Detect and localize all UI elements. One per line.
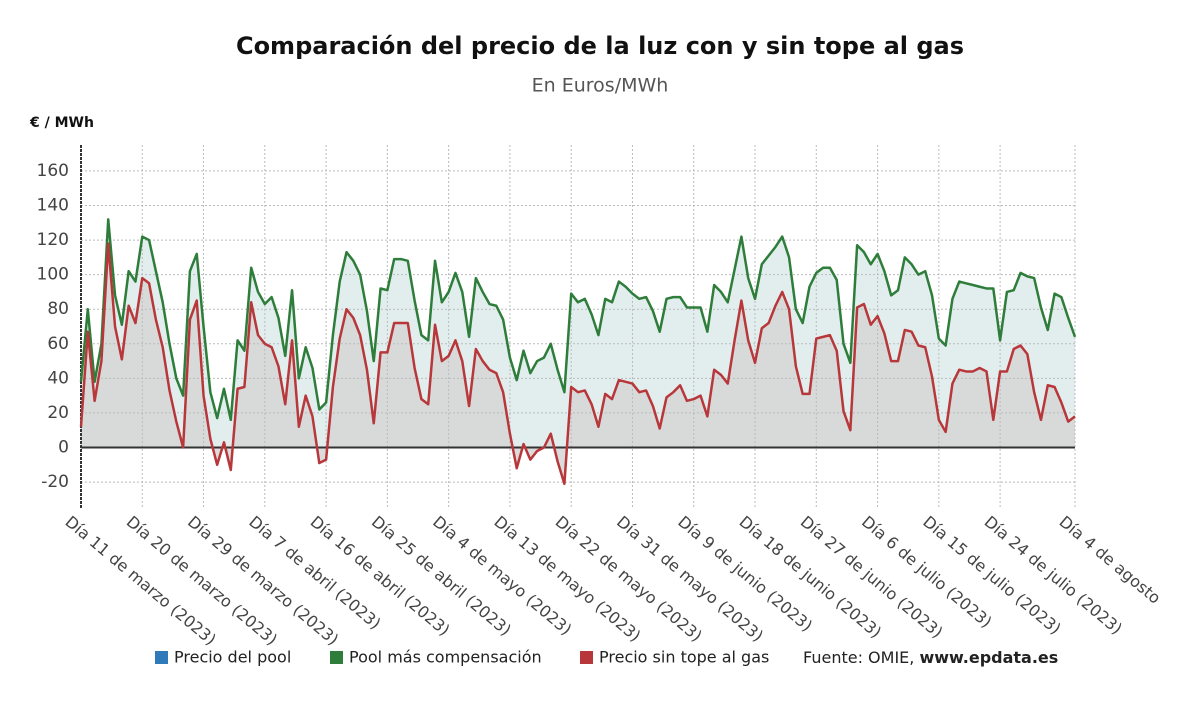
y-axis-label: € / MWh <box>29 115 94 131</box>
series-line <box>79 218 1077 422</box>
y-tick-label: -20 <box>41 472 69 492</box>
legend-swatch <box>330 651 343 664</box>
legend-label: Precio del pool <box>174 648 291 667</box>
legend-swatch <box>155 651 168 664</box>
series-line <box>79 242 1076 486</box>
legend-swatch <box>580 651 593 664</box>
chart-title: Comparación del precio de la luz con y s… <box>236 32 964 60</box>
y-tick-label: 0 <box>58 438 69 458</box>
y-tick-label: 20 <box>47 403 69 423</box>
source-site: www.epdata.es <box>919 648 1058 667</box>
source: Fuente: OMIE, www.epdata.es <box>803 648 1058 667</box>
y-tick-label: 140 <box>37 196 69 216</box>
y-tick-label: 80 <box>47 299 69 319</box>
source-text: Fuente: OMIE, <box>803 648 914 667</box>
y-tick-label: 120 <box>37 230 69 250</box>
legend-label: Pool más compensación <box>349 648 542 667</box>
legend-label: Precio sin tope al gas <box>599 648 769 667</box>
y-tick-label: 100 <box>37 265 69 285</box>
y-tick-label: 60 <box>47 334 69 354</box>
chart-subtitle: En Euros/MWh <box>532 75 669 97</box>
y-tick-label: 40 <box>47 368 69 388</box>
y-tick-label: 160 <box>37 161 69 181</box>
